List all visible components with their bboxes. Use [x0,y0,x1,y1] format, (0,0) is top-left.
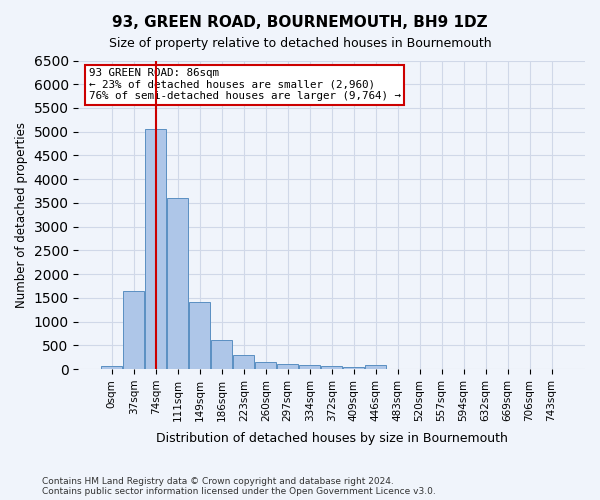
Bar [211,340,232,369]
Bar [233,355,254,369]
Bar [365,365,386,369]
Bar [190,302,210,369]
Bar [299,365,320,369]
Bar [343,366,364,369]
Text: Contains HM Land Registry data © Crown copyright and database right 2024.: Contains HM Land Registry data © Crown c… [42,477,394,486]
Bar [256,362,276,369]
Text: 93, GREEN ROAD, BOURNEMOUTH, BH9 1DZ: 93, GREEN ROAD, BOURNEMOUTH, BH9 1DZ [112,15,488,30]
Bar [124,290,144,369]
Y-axis label: Number of detached properties: Number of detached properties [15,122,28,308]
Bar [277,364,298,369]
Text: Size of property relative to detached houses in Bournemouth: Size of property relative to detached ho… [109,38,491,51]
Bar [145,129,166,369]
Text: 93 GREEN ROAD: 86sqm
← 23% of detached houses are smaller (2,960)
76% of semi-de: 93 GREEN ROAD: 86sqm ← 23% of detached h… [89,68,401,102]
Bar [101,366,122,369]
Bar [321,366,342,369]
Text: Contains public sector information licensed under the Open Government Licence v3: Contains public sector information licen… [42,487,436,496]
Bar [167,198,188,369]
X-axis label: Distribution of detached houses by size in Bournemouth: Distribution of detached houses by size … [156,432,508,445]
